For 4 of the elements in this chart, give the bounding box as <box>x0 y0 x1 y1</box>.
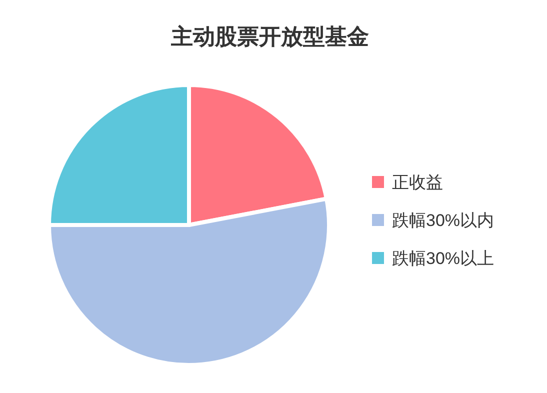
legend-label: 跌幅30%以上 <box>392 249 494 268</box>
chart-title: 主动股票开放型基金 <box>170 24 369 49</box>
legend-label: 跌幅30%以内 <box>392 211 494 230</box>
legend-label: 正收益 <box>392 173 443 192</box>
